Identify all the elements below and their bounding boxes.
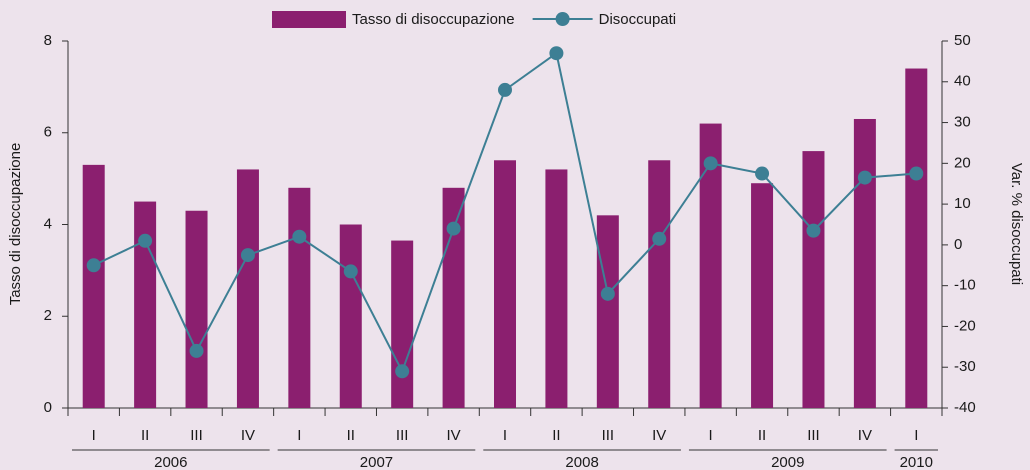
legend-label: Tasso di disoccupazione (352, 11, 515, 28)
x-tick-label: III (190, 427, 203, 444)
point (909, 166, 924, 181)
legend-label: Disoccupati (599, 11, 677, 28)
x-tick-label: I (92, 427, 96, 444)
bar (288, 187, 311, 408)
y-tick-label: 8 (44, 32, 52, 49)
bar (751, 183, 774, 408)
y2-tick-label: 30 (954, 114, 971, 131)
legend-swatch (555, 12, 570, 26)
group-label: 2007 (360, 454, 393, 470)
point (652, 231, 667, 246)
group-label: 2009 (771, 454, 804, 470)
point (189, 343, 204, 358)
x-tick-label: IV (446, 427, 460, 444)
point (446, 221, 461, 236)
bar (853, 118, 876, 409)
y2-tick-label: -10 (954, 277, 976, 294)
x-tick-label: I (709, 427, 713, 444)
group-label: 2008 (565, 454, 598, 470)
y2-tick-label: -40 (954, 399, 976, 416)
group-label: 2010 (900, 454, 933, 470)
bar (134, 201, 157, 408)
bar (494, 160, 516, 408)
point (395, 364, 410, 379)
x-tick-label: IV (652, 427, 666, 444)
x-tick-label: I (503, 427, 507, 444)
point (240, 248, 255, 263)
x-tick-label: I (297, 427, 301, 444)
bar (596, 215, 619, 408)
point (498, 82, 512, 97)
y-tick-label: 2 (44, 307, 52, 324)
bar (391, 240, 414, 408)
point (343, 264, 358, 279)
point (857, 170, 872, 185)
point (806, 223, 821, 238)
point (703, 156, 718, 171)
x-tick-label: IV (241, 427, 255, 444)
y2-tick-label: -20 (954, 317, 976, 334)
y2-tick-label: 0 (954, 236, 962, 253)
x-tick-label: III (396, 427, 409, 444)
y2-tick-label: 10 (954, 195, 971, 212)
y2-tick-label: 50 (954, 32, 971, 49)
y2-axis-title: Var. % disoccupati (1008, 163, 1025, 285)
x-tick-label: II (758, 427, 766, 444)
point (549, 46, 564, 61)
point (86, 258, 101, 273)
bar (905, 68, 928, 409)
y2-tick-label: -30 (954, 358, 976, 375)
bar (82, 164, 105, 408)
y-tick-label: 0 (44, 399, 52, 416)
bar (699, 123, 722, 408)
legend-swatch (272, 11, 346, 28)
y2-tick-label: 20 (954, 154, 971, 171)
x-tick-label: II (141, 427, 149, 444)
point (292, 229, 307, 244)
x-tick-label: IV (858, 427, 872, 444)
x-tick-label: II (552, 427, 560, 444)
bar (236, 169, 259, 408)
bar (648, 160, 671, 408)
y-axis-title: Tasso di disoccupazione (7, 143, 24, 306)
bar (802, 151, 825, 408)
y-tick-label: 4 (44, 215, 52, 232)
bar (339, 224, 362, 408)
point (755, 166, 770, 181)
point (600, 286, 615, 301)
y-tick-label: 6 (44, 124, 52, 141)
x-tick-label: I (914, 427, 918, 444)
bar (442, 187, 465, 408)
x-tick-label: III (602, 427, 615, 444)
x-tick-label: III (807, 427, 820, 444)
bar (545, 169, 568, 408)
group-label: 2006 (154, 454, 187, 470)
x-tick-label: II (347, 427, 355, 444)
point (138, 233, 153, 248)
y2-tick-label: 40 (954, 73, 971, 90)
bar (185, 210, 208, 408)
